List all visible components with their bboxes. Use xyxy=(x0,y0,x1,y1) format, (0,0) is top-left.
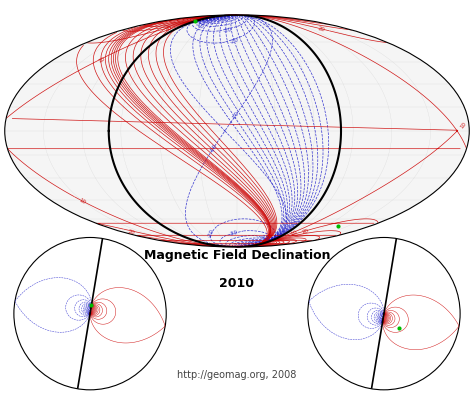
Text: 10: 10 xyxy=(290,229,299,236)
Text: 10: 10 xyxy=(98,55,106,63)
Text: http://geomag.org, 2008: http://geomag.org, 2008 xyxy=(177,369,297,379)
Text: -40: -40 xyxy=(194,22,204,30)
Text: -10: -10 xyxy=(209,143,218,153)
Text: -30: -30 xyxy=(223,27,233,34)
Text: -20: -20 xyxy=(229,37,239,45)
Text: -10: -10 xyxy=(231,110,241,120)
Text: 20: 20 xyxy=(128,228,136,234)
Text: -30: -30 xyxy=(229,229,239,237)
Text: -20: -20 xyxy=(207,228,215,238)
Text: 20: 20 xyxy=(302,228,310,234)
Text: 20: 20 xyxy=(165,25,173,32)
Text: 20: 20 xyxy=(317,26,325,33)
Text: Magnetic Field Declination: Magnetic Field Declination xyxy=(144,248,330,261)
Text: 2010: 2010 xyxy=(219,277,255,290)
Text: 10: 10 xyxy=(459,121,467,129)
Text: -40: -40 xyxy=(260,233,270,241)
Text: 10: 10 xyxy=(77,197,86,205)
